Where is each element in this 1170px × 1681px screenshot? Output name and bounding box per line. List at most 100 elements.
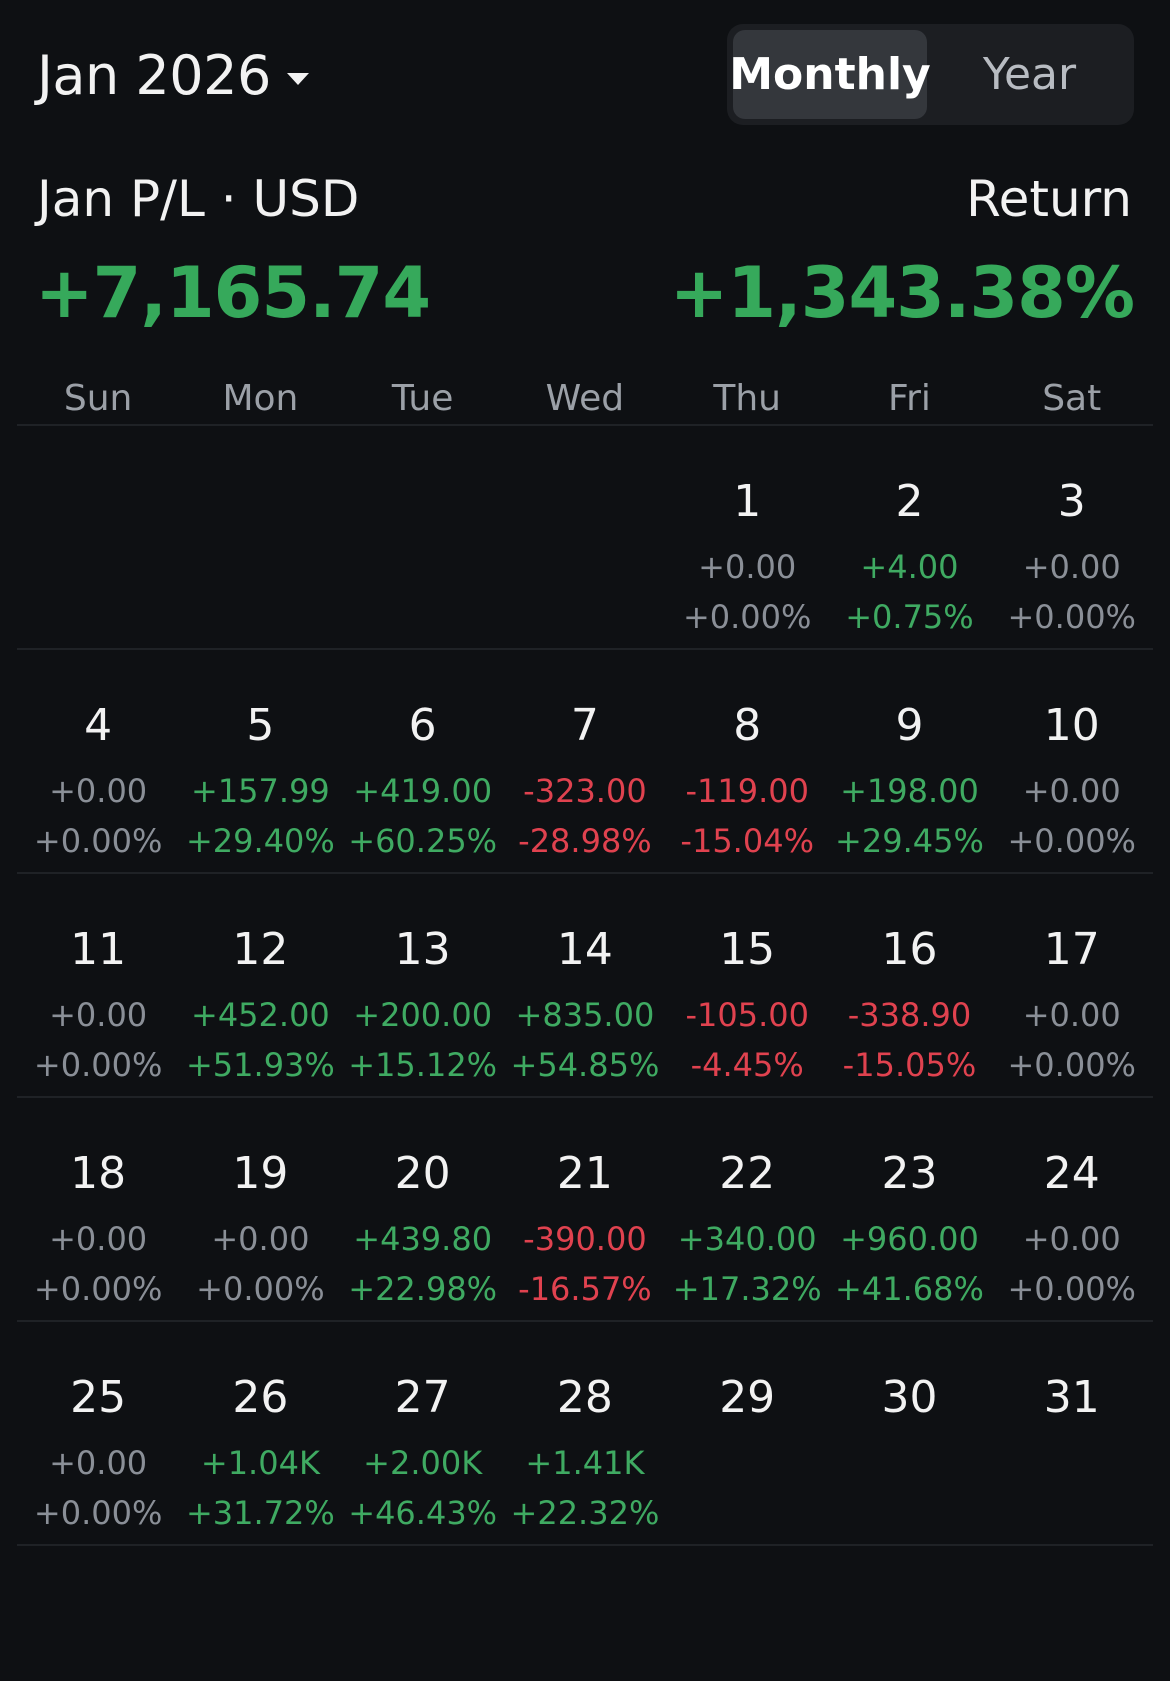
calendar-day-cell[interactable]: 14 +835.00 +54.85% bbox=[504, 872, 666, 1112]
calendar-day-cell[interactable]: 12 +452.00 +51.93% bbox=[179, 872, 341, 1112]
calendar-empty-cell bbox=[179, 424, 341, 664]
day-return-pct: +0.00% bbox=[682, 598, 812, 636]
calendar-week-row: 4 +0.00 +0.00% 5 +157.99 +29.40% 6 +419.00 +60.2… bbox=[17, 648, 1153, 888]
tab-monthly[interactable]: Monthly bbox=[729, 30, 931, 119]
pl-label: Jan P/L · USD bbox=[37, 170, 360, 228]
calendar-day-cell[interactable]: 17 +0.00 +0.00% bbox=[991, 872, 1153, 1112]
day-return-pct: +29.40% bbox=[185, 822, 335, 860]
day-number: 15 bbox=[719, 924, 776, 975]
day-number: 30 bbox=[881, 1372, 938, 1423]
day-return-pct: +0.75% bbox=[845, 598, 974, 636]
calendar-day-cell[interactable]: 28 +1.41K +22.32% bbox=[504, 1320, 666, 1560]
calendar-day-cell[interactable]: 15 -105.00 -4.45% bbox=[666, 872, 828, 1112]
day-return-pct: +0.00% bbox=[1007, 1046, 1136, 1084]
month-label: Jan 2026 bbox=[37, 44, 271, 107]
calendar-day-cell[interactable]: 5 +157.99 +29.40% bbox=[179, 648, 341, 888]
day-pl-value: +0.00 bbox=[49, 996, 148, 1034]
day-number: 19 bbox=[232, 1148, 289, 1199]
calendar-week-row: 25 +0.00 +0.00% 26 +1.04K +31.72% 27 +2.00K +46.… bbox=[17, 1320, 1153, 1560]
calendar-day-cell[interactable]: 18 +0.00 +0.00% bbox=[17, 1096, 179, 1336]
calendar-day-cell[interactable]: 6 +419.00 +60.25% bbox=[342, 648, 504, 888]
day-number: 4 bbox=[84, 700, 113, 751]
calendar-day-cell[interactable]: 19 +0.00 +0.00% bbox=[179, 1096, 341, 1336]
day-number: 25 bbox=[70, 1372, 127, 1423]
calendar-day-cell[interactable]: 24 +0.00 +0.00% bbox=[991, 1096, 1153, 1336]
calendar-day-cell[interactable]: 30 bbox=[828, 1320, 990, 1560]
day-number: 10 bbox=[1043, 700, 1100, 751]
weekday-label: Sat bbox=[1042, 378, 1102, 419]
weekday-label: Sun bbox=[63, 378, 133, 419]
day-return-pct: +0.00% bbox=[33, 1046, 163, 1084]
day-number: 2 bbox=[895, 476, 924, 527]
day-pl-value: -323.00 bbox=[523, 772, 647, 810]
calendar-day-cell[interactable]: 2 +4.00 +0.75% bbox=[828, 424, 990, 664]
day-number: 9 bbox=[895, 700, 924, 751]
calendar-empty-cell bbox=[17, 424, 179, 664]
calendar-day-cell[interactable]: 27 +2.00K +46.43% bbox=[342, 1320, 504, 1560]
day-pl-value: +0.00 bbox=[1022, 772, 1121, 810]
day-return-pct: +0.00% bbox=[1007, 598, 1136, 636]
calendar-day-cell[interactable]: 10 +0.00 +0.00% bbox=[991, 648, 1153, 888]
day-number: 12 bbox=[232, 924, 289, 975]
day-pl-value: +0.00 bbox=[211, 1220, 310, 1258]
row-divider bbox=[17, 1544, 1153, 1546]
calendar-day-cell[interactable]: 1 +0.00 +0.00% bbox=[666, 424, 828, 664]
day-number: 24 bbox=[1043, 1148, 1100, 1199]
calendar-day-cell[interactable]: 11 +0.00 +0.00% bbox=[17, 872, 179, 1112]
day-return-pct: -16.57% bbox=[518, 1270, 652, 1308]
calendar-day-cell[interactable]: 13 +200.00 +15.12% bbox=[342, 872, 504, 1112]
calendar-empty-cell bbox=[504, 424, 666, 664]
day-number: 18 bbox=[70, 1148, 127, 1199]
calendar-day-cell[interactable]: 9 +198.00 +29.45% bbox=[828, 648, 990, 888]
calendar-day-cell[interactable]: 3 +0.00 +0.00% bbox=[991, 424, 1153, 664]
day-pl-value: -390.00 bbox=[523, 1220, 647, 1258]
day-number: 13 bbox=[394, 924, 451, 975]
day-pl-value: +200.00 bbox=[353, 996, 493, 1034]
row-divider bbox=[17, 424, 1153, 426]
day-return-pct: +0.00% bbox=[1007, 822, 1136, 860]
day-number: 11 bbox=[70, 924, 127, 975]
day-pl-value: +157.99 bbox=[191, 772, 330, 810]
calendar-day-cell[interactable]: 4 +0.00 +0.00% bbox=[17, 648, 179, 888]
day-number: 22 bbox=[719, 1148, 776, 1199]
day-return-pct: +0.00% bbox=[1007, 1270, 1136, 1308]
calendar-day-cell[interactable]: 23 +960.00 +41.68% bbox=[828, 1096, 990, 1336]
day-pl-value: -105.00 bbox=[685, 996, 809, 1034]
day-return-pct: +0.00% bbox=[33, 1494, 163, 1532]
day-pl-value: -119.00 bbox=[685, 772, 809, 810]
day-pl-value: +1.04K bbox=[200, 1444, 320, 1482]
day-pl-value: +439.80 bbox=[353, 1220, 493, 1258]
calendar-day-cell[interactable]: 8 -119.00 -15.04% bbox=[666, 648, 828, 888]
return-label: Return bbox=[966, 170, 1132, 228]
calendar-day-cell[interactable]: 16 -338.90 -15.05% bbox=[828, 872, 990, 1112]
weekday-label: Thu bbox=[713, 378, 781, 419]
calendar-day-cell[interactable]: 26 +1.04K +31.72% bbox=[179, 1320, 341, 1560]
tab-year[interactable]: Year bbox=[982, 49, 1077, 100]
day-pl-value: +419.00 bbox=[353, 772, 493, 810]
weekday-label: Mon bbox=[222, 378, 299, 419]
day-return-pct: +60.25% bbox=[348, 822, 498, 860]
calendar-day-cell[interactable]: 25 +0.00 +0.00% bbox=[17, 1320, 179, 1560]
day-number: 17 bbox=[1043, 924, 1100, 975]
calendar-day-cell[interactable]: 7 -323.00 -28.98% bbox=[504, 648, 666, 888]
day-pl-value: +0.00 bbox=[49, 1220, 148, 1258]
month-picker[interactable]: Jan 2026 bbox=[37, 44, 309, 107]
day-pl-value: +4.00 bbox=[860, 548, 959, 586]
calendar-day-cell[interactable]: 22 +340.00 +17.32% bbox=[666, 1096, 828, 1336]
caret-down-icon bbox=[286, 72, 309, 85]
day-number: 27 bbox=[394, 1372, 451, 1423]
day-number: 16 bbox=[881, 924, 938, 975]
day-pl-value: +0.00 bbox=[698, 548, 797, 586]
day-pl-value: +340.00 bbox=[677, 1220, 817, 1258]
calendar-day-cell[interactable]: 31 bbox=[991, 1320, 1153, 1560]
calendar-day-cell[interactable]: 21 -390.00 -16.57% bbox=[504, 1096, 666, 1336]
day-pl-value: +0.00 bbox=[1022, 996, 1121, 1034]
day-number: 20 bbox=[394, 1148, 451, 1199]
day-return-pct: -15.05% bbox=[842, 1046, 977, 1084]
day-return-pct: +0.00% bbox=[33, 1270, 163, 1308]
day-number: 28 bbox=[556, 1372, 613, 1423]
calendar-day-cell[interactable]: 20 +439.80 +22.98% bbox=[342, 1096, 504, 1336]
day-pl-value: +0.00 bbox=[1022, 548, 1121, 586]
calendar-week-row: 18 +0.00 +0.00% 19 +0.00 +0.00% 20 +439.80 +22.9… bbox=[17, 1096, 1153, 1336]
calendar-day-cell[interactable]: 29 bbox=[666, 1320, 828, 1560]
